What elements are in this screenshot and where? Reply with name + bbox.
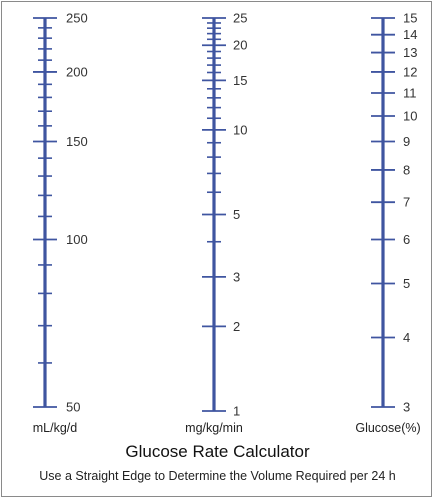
- tick-label: 15: [233, 73, 247, 88]
- tick-label: 3: [403, 400, 410, 415]
- axis-name-label: Glucose(%): [355, 421, 420, 435]
- tick-label: 10: [233, 122, 247, 137]
- scale-0: 50 100 150 200 250 mL/kg/d: [33, 11, 88, 436]
- tick-label: 3: [233, 269, 240, 284]
- tick-label: 200: [66, 64, 88, 79]
- chart-subtitle: Use a Straight Edge to Determine the Vol…: [39, 469, 396, 483]
- tick-label: 11: [403, 85, 417, 100]
- tick-label: 50: [66, 400, 80, 415]
- tick-label: 25: [233, 11, 247, 26]
- tick-label: 5: [403, 276, 410, 291]
- tick-label: 2: [233, 319, 240, 334]
- tick-label: 8: [403, 162, 410, 177]
- tick-label: 1: [233, 404, 240, 419]
- scale-1: 1 2 3 5 10 15 20 25 mg/kg/min: [185, 11, 247, 436]
- tick-label: 4: [403, 330, 410, 345]
- axis-name-label: mg/kg/min: [185, 421, 243, 435]
- chart-title: Glucose Rate Calculator: [125, 442, 310, 461]
- nomogram-chart: 50100150200250mL/kg/d123510152025mg/kg/m…: [33, 11, 421, 436]
- tick-label: 5: [233, 207, 240, 222]
- tick-label: 15: [403, 11, 417, 26]
- tick-label: 6: [403, 232, 410, 247]
- tick-label: 13: [403, 45, 417, 60]
- tick-label: 150: [66, 134, 88, 149]
- tick-label: 9: [403, 134, 410, 149]
- tick-label: 250: [66, 11, 88, 26]
- axis-name-label: mL/kg/d: [33, 421, 78, 435]
- tick-label: 12: [403, 64, 417, 79]
- tick-label: 7: [403, 195, 410, 210]
- tick-label: 100: [66, 232, 88, 247]
- tick-label: 10: [403, 109, 417, 124]
- tick-label: 14: [403, 27, 417, 42]
- tick-label: 20: [233, 38, 247, 53]
